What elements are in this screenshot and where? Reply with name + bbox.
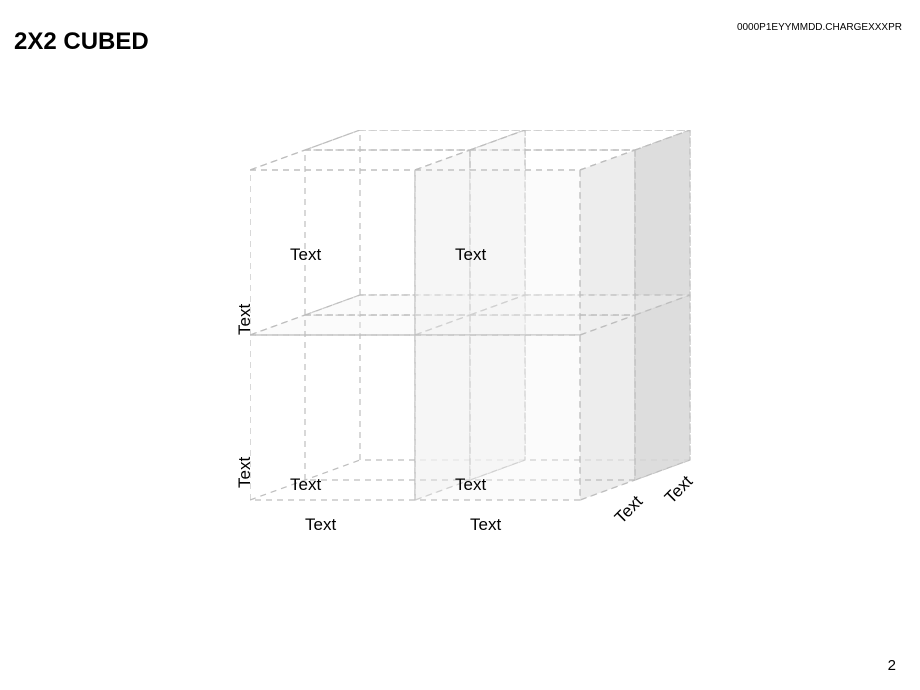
cube-svg [250, 130, 750, 580]
label-top-left: Text [290, 245, 321, 265]
label-mid-left: Text [290, 475, 321, 495]
label-side-bottom: Text [235, 457, 255, 488]
label-mid-right: Text [455, 475, 486, 495]
label-bottom-left: Text [305, 515, 336, 535]
label-bottom-right: Text [470, 515, 501, 535]
page-number: 2 [888, 657, 896, 674]
document-code: 0000P1EYYMMDD.CHARGEXXXPR [737, 22, 902, 33]
label-side-top: Text [235, 304, 255, 335]
label-top-right: Text [455, 245, 486, 265]
cube-diagram: Text Text Text Text Text Text Text Text … [250, 130, 750, 585]
page-title: 2X2 CUBED [14, 28, 149, 56]
